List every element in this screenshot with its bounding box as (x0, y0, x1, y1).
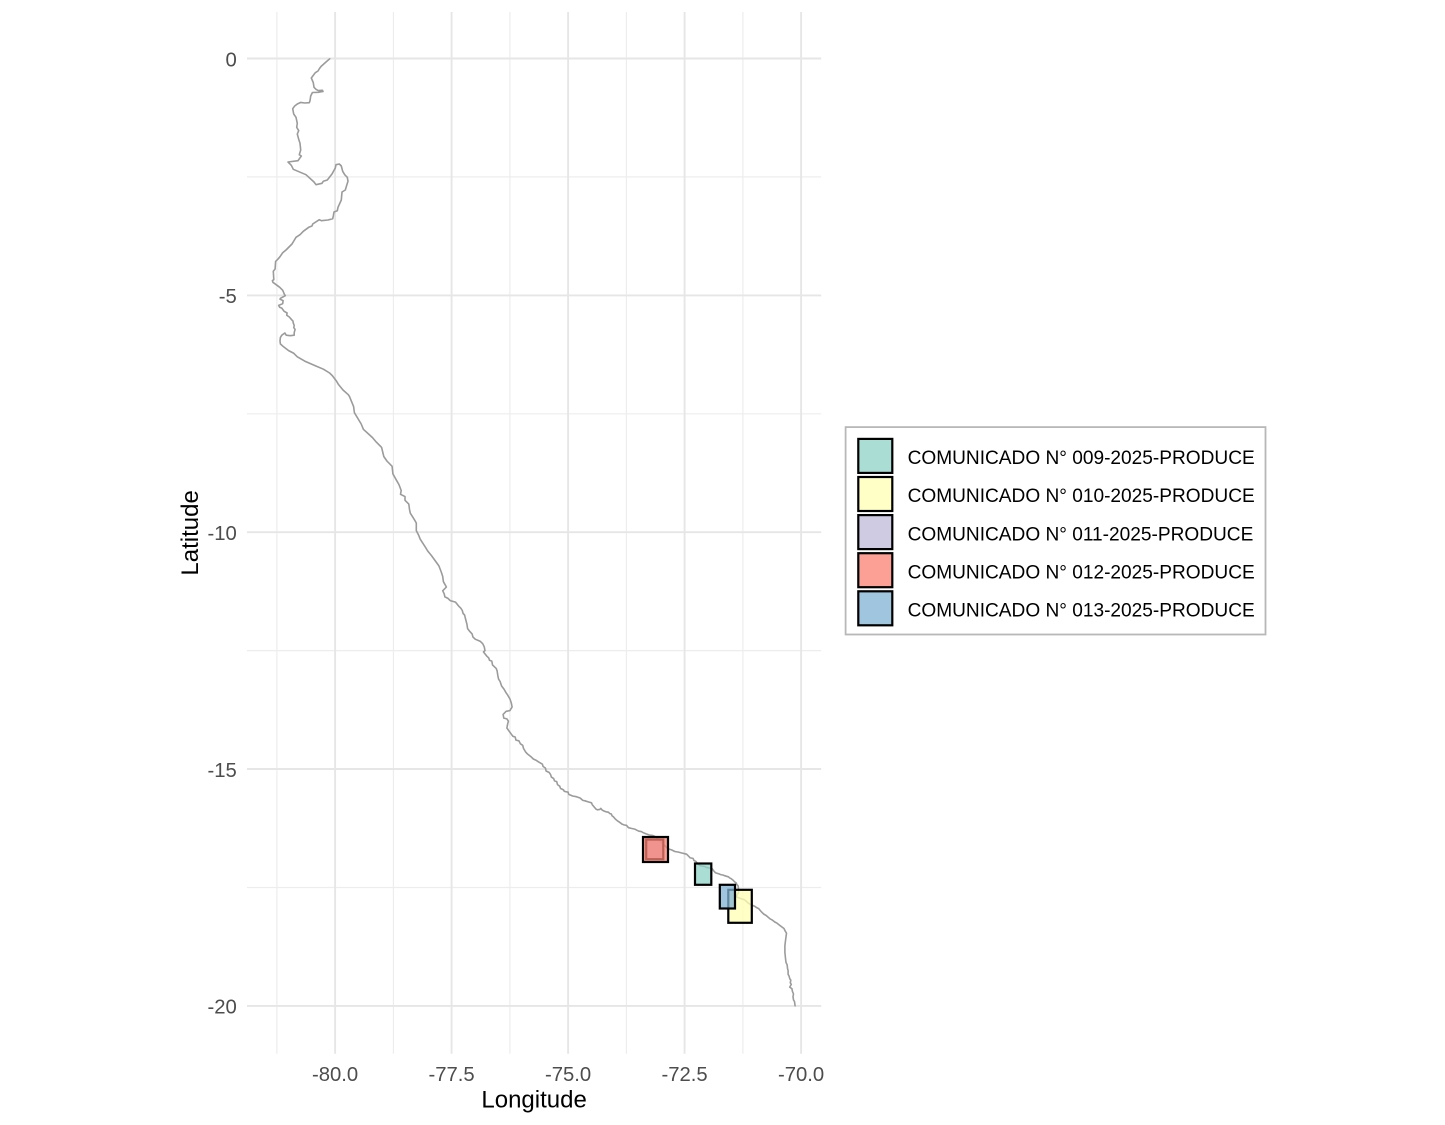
svg-text:COMUNICADO N° 010-2025-PRODUCE: COMUNICADO N° 010-2025-PRODUCE (908, 486, 1255, 507)
svg-text:0: 0 (226, 49, 237, 71)
svg-text:-20: -20 (207, 997, 236, 1019)
svg-text:-80.0: -80.0 (312, 1064, 358, 1086)
svg-text:COMUNICADO N° 009-2025-PRODUCE: COMUNICADO N° 009-2025-PRODUCE (908, 448, 1255, 469)
svg-text:COMUNICADO N° 012-2025-PRODUCE: COMUNICADO N° 012-2025-PRODUCE (908, 562, 1255, 583)
svg-text:-70.0: -70.0 (778, 1064, 824, 1086)
svg-text:-5: -5 (219, 286, 237, 308)
svg-text:Longitude: Longitude (481, 1086, 586, 1113)
svg-text:-77.5: -77.5 (428, 1064, 474, 1086)
svg-text:-72.5: -72.5 (661, 1064, 707, 1086)
svg-text:Latitude: Latitude (177, 490, 204, 575)
svg-text:COMUNICADO N° 013-2025-PRODUCE: COMUNICADO N° 013-2025-PRODUCE (908, 601, 1255, 622)
svg-text:-15: -15 (207, 760, 236, 782)
svg-text:-75.0: -75.0 (545, 1064, 591, 1086)
svg-text:-10: -10 (207, 523, 236, 545)
svg-text:COMUNICADO N° 011-2025-PRODUCE: COMUNICADO N° 011-2025-PRODUCE (908, 524, 1254, 545)
